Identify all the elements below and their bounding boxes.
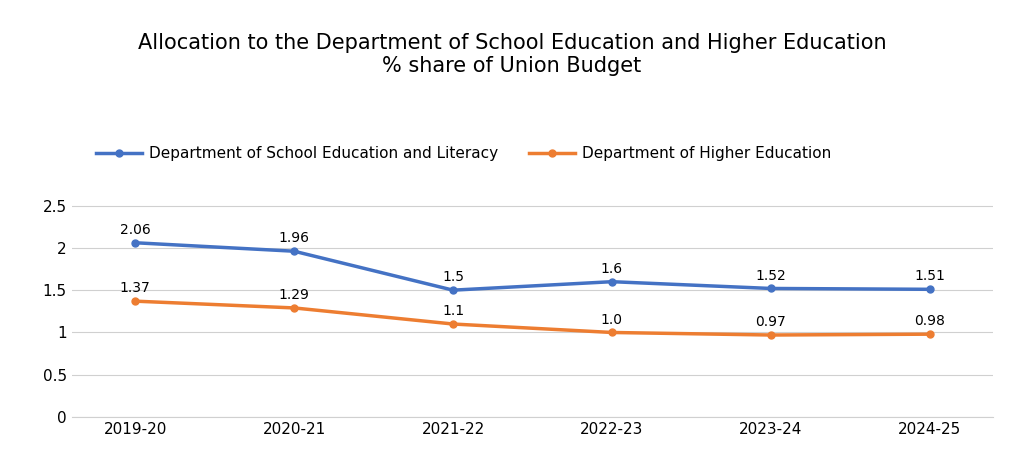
Text: 2.06: 2.06 xyxy=(120,223,151,237)
Text: 1.96: 1.96 xyxy=(279,231,309,246)
Text: 1.52: 1.52 xyxy=(756,269,786,283)
Department of School Education and Literacy xyxy=(924,286,936,292)
Text: 1.5: 1.5 xyxy=(442,270,464,284)
Department of School Education and Literacy xyxy=(446,287,459,293)
Text: 0.97: 0.97 xyxy=(756,315,786,329)
Text: 1.6: 1.6 xyxy=(601,262,623,276)
Text: 1.0: 1.0 xyxy=(601,312,623,327)
Department of School Education and Literacy xyxy=(765,286,777,292)
Department of School Education and Literacy xyxy=(606,279,618,284)
Department of School Education and Literacy xyxy=(288,248,300,254)
Department of Higher Education xyxy=(765,332,777,338)
Text: 1.29: 1.29 xyxy=(279,288,309,302)
Department of Higher Education xyxy=(129,298,141,304)
Text: 1.1: 1.1 xyxy=(442,304,464,318)
Line: Department of Higher Education: Department of Higher Education xyxy=(132,298,933,338)
Department of Higher Education xyxy=(924,331,936,337)
Legend: Department of School Education and Literacy, Department of Higher Education: Department of School Education and Liter… xyxy=(89,140,838,168)
Text: 0.98: 0.98 xyxy=(914,314,945,328)
Department of Higher Education xyxy=(446,321,459,327)
Line: Department of School Education and Literacy: Department of School Education and Liter… xyxy=(132,239,933,293)
Text: Allocation to the Department of School Education and Higher Education
% share of: Allocation to the Department of School E… xyxy=(137,33,887,76)
Text: 1.51: 1.51 xyxy=(914,269,945,283)
Department of School Education and Literacy xyxy=(129,240,141,246)
Text: 1.37: 1.37 xyxy=(120,281,151,295)
Department of Higher Education xyxy=(606,329,618,335)
Department of Higher Education xyxy=(288,305,300,311)
